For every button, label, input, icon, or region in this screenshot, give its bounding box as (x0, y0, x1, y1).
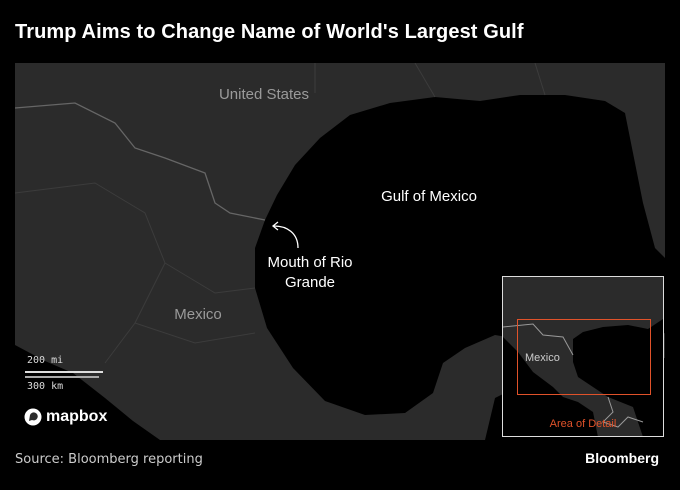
state-borders (14, 62, 546, 364)
label-gulf-of-mexico: Gulf of Mexico (381, 188, 477, 205)
scale-bar-km (25, 376, 99, 378)
mapbox-icon (24, 408, 42, 426)
bloomberg-logo: Bloomberg (585, 450, 659, 466)
pacific-water (15, 345, 160, 440)
label-rio-grande-line2: Grande (284, 274, 336, 291)
us-mexico-border (14, 102, 266, 221)
scale-bar-miles (25, 371, 103, 373)
inset-map: Mexico Area of Detail (502, 276, 664, 437)
label-united-states: United States (218, 86, 310, 103)
area-of-detail-box (517, 319, 651, 395)
inset-canvas (503, 319, 663, 436)
scale-miles: 200 mi (27, 355, 64, 366)
label-rio-grande-line1: Mouth of Rio (267, 254, 353, 271)
label-rio-grande: Mouth of Rio Grande (267, 253, 352, 293)
arrow-icon (271, 221, 299, 249)
gulf-water (255, 95, 665, 415)
mapbox-wordmark: mapbox (46, 408, 108, 425)
area-of-detail-label: Area of Detail (549, 418, 617, 430)
source-note: Source: Bloomberg reporting (15, 452, 203, 467)
chart-title: Trump Aims to Change Name of World's Lar… (15, 21, 524, 43)
scale-km: 300 km (27, 381, 64, 392)
map[interactable]: United States Gulf of Mexico Mouth of Ri… (14, 62, 665, 440)
label-mexico: Mexico (174, 306, 222, 323)
inset-label-mexico: Mexico (525, 352, 560, 364)
mapbox-logo[interactable]: mapbox (24, 408, 107, 426)
